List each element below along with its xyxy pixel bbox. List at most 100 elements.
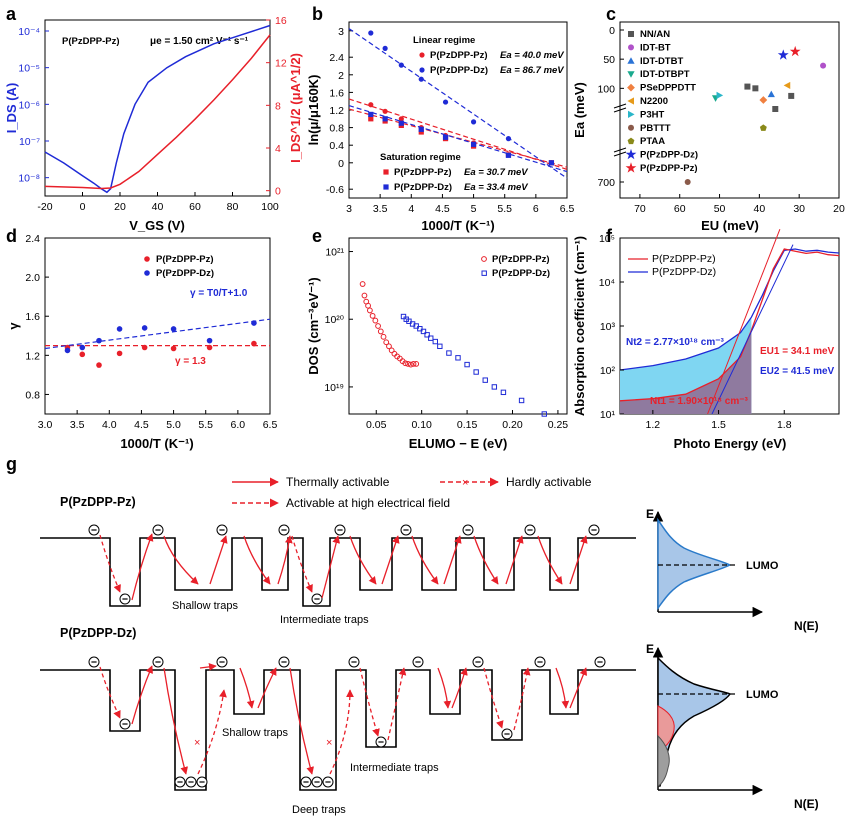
panel-c-x-tick-label: 20 — [833, 203, 845, 215]
panel-b-point — [505, 136, 512, 142]
dz-hardly-arrow — [329, 689, 354, 775]
panel-f-label: f — [606, 226, 613, 246]
panel-c-axis-break — [613, 107, 627, 113]
panel-d-x-tick-label: 6.5 — [263, 419, 278, 431]
panel-d-point — [79, 351, 86, 358]
panel-d-legend-marker — [144, 270, 150, 276]
panel-b-fit-1 — [348, 28, 568, 179]
legend-hardly-cross-icon: × — [462, 477, 468, 489]
panel-b: b Linear regime Saturation regime P(PzDP… — [306, 4, 574, 233]
pz-intermediate-label: Intermediate traps — [280, 614, 369, 626]
panel-c-legend-marker — [627, 71, 635, 78]
panel-e-point — [391, 350, 398, 357]
panel-b-legend-marker — [419, 67, 425, 73]
panel-e-point — [361, 292, 368, 299]
panel-d-x-tick-label: 5.0 — [166, 419, 181, 431]
panel-e-x-tick-label: 0.20 — [502, 419, 523, 431]
panel-c: c NN/ANIDT-BTIDT-DTBTIDT-DTBPTPSeDPPDTTN… — [572, 4, 845, 233]
panel-e-legend-marker — [481, 270, 487, 276]
panel-d-point — [170, 345, 177, 352]
panel-b-legend-ea: Ea = 33.4 meV — [464, 182, 528, 193]
panel-a-yr-tick-label: 0 — [275, 186, 281, 198]
panel-e-point — [473, 369, 479, 375]
panel-e-y-tick-label: 10¹⁹ — [324, 382, 344, 394]
panel-e-point — [359, 281, 366, 287]
panel-e-point — [413, 323, 419, 329]
panel-a-ylabel-left: I_DS (A) — [4, 83, 19, 134]
dos1-e-label: E — [646, 507, 654, 521]
panel-b-point — [442, 99, 449, 105]
legend-hardly-label: Hardly activable — [506, 475, 592, 489]
panel-e: e P(PzDPP-Pz) P(PzDPP-Dz) 0.05 0.10 0.15 0.2… — [306, 226, 568, 451]
panel-e-point — [482, 377, 488, 383]
panel-b-point — [548, 160, 555, 166]
panel-f-yticks: 10¹ 10² 10³ 10⁴ 10⁵ — [599, 233, 624, 421]
pz-hop-arrow — [381, 535, 400, 585]
panel-e-legend-label: P(PzDPP-Dz) — [492, 268, 550, 279]
panel-c-axis-break — [613, 147, 627, 153]
panel-b-y-tick-label: 2 — [338, 70, 344, 82]
panel-a: a P(PzDPP-Pz) μe = 1.50 cm² V⁻¹ s⁻¹ -20 0… — [4, 4, 303, 233]
panel-c-point — [684, 179, 691, 185]
panel-a-x-tick-label: 100 — [261, 201, 279, 213]
panel-a-yl-tick-label: 10⁻⁶ — [18, 99, 40, 111]
panel-c-legend-marker — [627, 57, 635, 64]
panel-d-point — [141, 325, 148, 331]
panel-f-nt2: Nt2 = 2.77×10¹⁸ cm⁻³ — [626, 337, 725, 348]
panel-e-point — [518, 397, 525, 404]
panel-c-yticks: 0 50 100 700 — [597, 25, 627, 189]
panel-b-y-tick-label: 2.4 — [329, 52, 344, 64]
panel-f: f P(PzDPP-Pz)P(PzDPP-Dz) 1.2 1.5 1.8 10¹10… — [572, 226, 840, 451]
panel-a-x-tick-label: 60 — [189, 201, 201, 213]
dz-trap-profile — [40, 669, 636, 791]
panel-d-x-tick-label: 3.0 — [38, 419, 53, 431]
panel-c-legend-label: P(PzDPP-Dz) — [640, 150, 698, 161]
panel-a-yticks-left: 10⁻⁸ 10⁻⁷ 10⁻⁶ 10⁻⁵ 10⁻⁴ — [18, 26, 49, 185]
dz-hop-arrow — [451, 667, 468, 709]
panel-d-x-tick-label: 5.5 — [198, 419, 213, 431]
panel-f-area-pz — [620, 330, 752, 414]
panel-e-series — [359, 281, 547, 417]
panel-d-point — [206, 337, 213, 344]
panel-d-series — [44, 318, 271, 368]
panel-b-saturation-title: Saturation regime — [380, 152, 461, 163]
panel-a-x-tick-label: 20 — [114, 201, 126, 213]
panel-d-x-tick-label: 4.0 — [102, 419, 117, 431]
panel-f-urbach-dz — [711, 244, 794, 415]
panel-b-xticks: 3 3.5 4 4.5 5 5.5 6 6.5 — [346, 194, 574, 215]
panel-b-xlabel: 1000/T (K⁻¹) — [421, 218, 494, 233]
panel-c-x-tick-label: 40 — [754, 203, 766, 215]
panel-b-series — [348, 28, 568, 179]
panel-e-label: e — [312, 226, 322, 246]
panel-c-legend-label: PTAA — [640, 136, 665, 147]
dz-hop-arrow — [359, 667, 380, 737]
legend-field-label: Activable at high electrical field — [286, 496, 450, 510]
panel-f-y-tick-label: 10³ — [600, 321, 616, 333]
panel-b-x-tick-label: 6.5 — [560, 203, 575, 215]
panel-d-point — [116, 326, 123, 332]
panel-b-legend-marker — [383, 169, 389, 175]
panel-e-point — [428, 335, 434, 341]
panel-c-legend-label: N2200 — [640, 96, 668, 107]
panel-f-x-tick-label: 1.5 — [711, 419, 726, 431]
pz-hop-arrow — [243, 535, 271, 585]
panel-e-point — [365, 302, 371, 309]
panel-d-fit-1 — [44, 318, 271, 350]
panel-f-nt1: Nt1 = 1.90×10¹⁸ cm⁻³ — [650, 396, 749, 407]
panel-d-point — [96, 362, 102, 368]
panel-a-label: a — [6, 4, 17, 24]
panel-e-point — [464, 361, 470, 368]
panel-e-point — [377, 328, 384, 335]
panel-b-y-tick-label: 1.6 — [329, 87, 344, 99]
panel-f-x-tick-label: 1.8 — [777, 419, 792, 431]
panel-e-point — [446, 350, 452, 356]
panel-c-legend-label: P3HT — [640, 109, 664, 120]
panel-b-x-tick-label: 6 — [533, 203, 539, 215]
dz-hop-arrow — [257, 667, 277, 709]
panel-d-x-tick-label: 6.0 — [231, 419, 246, 431]
panel-b-point — [382, 116, 388, 122]
panel-d-xticks: 3.0 3.5 4.0 4.5 5.0 5.5 6.0 6.5 — [38, 410, 278, 431]
panel-c-axis-break — [613, 151, 627, 157]
panel-b-x-tick-label: 5 — [471, 203, 477, 215]
panel-b-legend-name: P(PzDPP-Dz) — [430, 65, 488, 76]
